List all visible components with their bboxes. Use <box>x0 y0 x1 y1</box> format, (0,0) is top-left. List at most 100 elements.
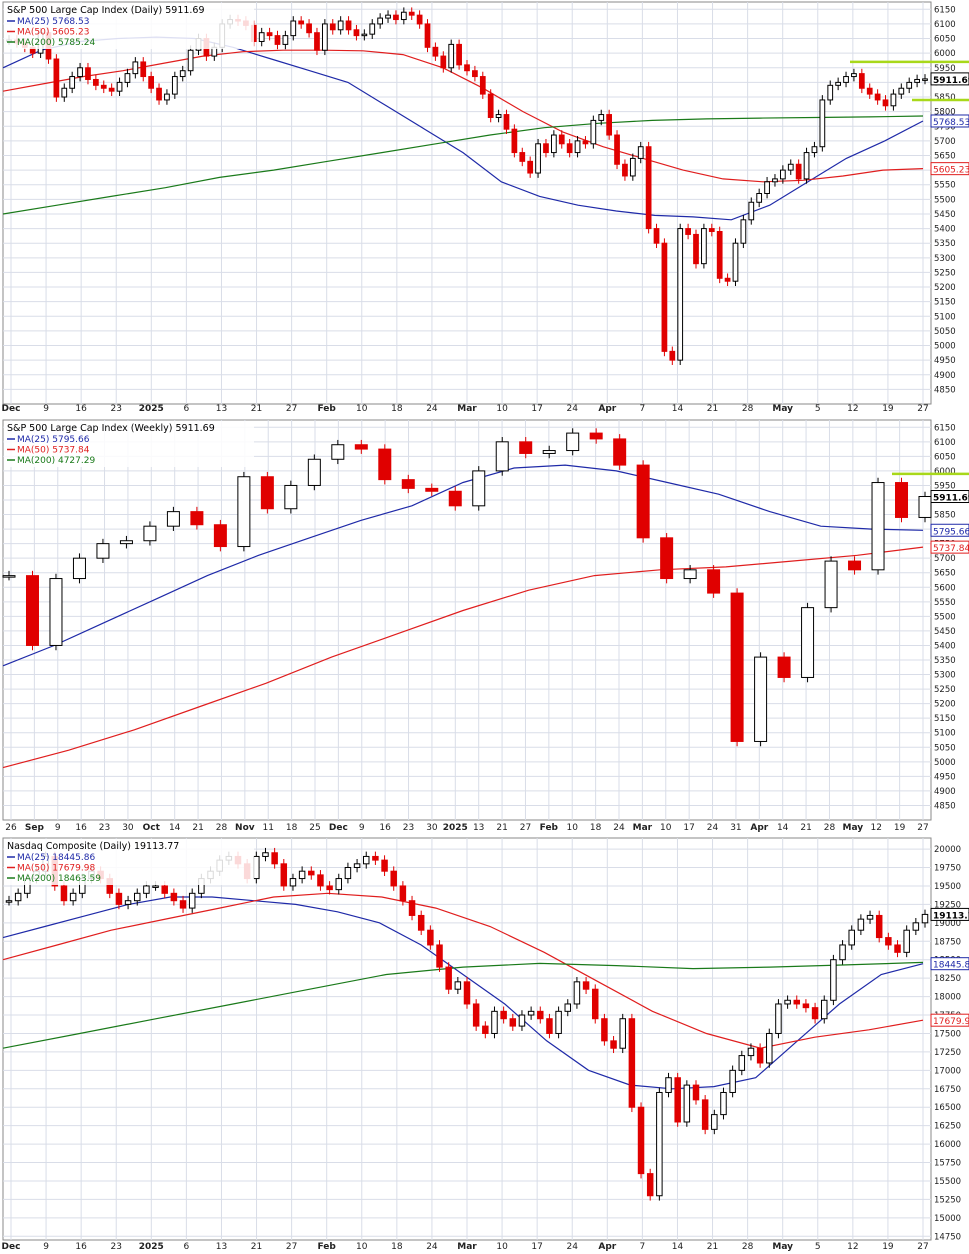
x-tick-label: 18 <box>391 404 403 414</box>
y-tick-label: 5300 <box>934 671 956 681</box>
candle-body <box>164 93 170 101</box>
y-tick-label: 5500 <box>934 195 956 205</box>
legend-entry: MA(25) 5795.66 <box>17 435 90 445</box>
candle-body <box>266 32 273 37</box>
candle-body <box>361 33 368 37</box>
candle-body <box>839 944 846 961</box>
x-tick-label: 23 <box>403 823 414 833</box>
x-tick-label: 24 <box>426 1242 438 1252</box>
x-tick-label: 14 <box>672 1242 684 1252</box>
candle-body <box>708 228 715 233</box>
x-tick-label: 10 <box>356 1242 368 1252</box>
candle-body <box>527 1010 535 1016</box>
candle-body <box>354 444 368 450</box>
y-tick-label: 20000 <box>934 845 961 855</box>
y-tick-label: 14750 <box>934 1232 961 1242</box>
candle-body <box>550 134 557 154</box>
candle-body <box>143 525 157 542</box>
candle-body <box>156 87 162 101</box>
legend-entry: MA(200) 5785.24 <box>17 38 95 48</box>
candle-body <box>390 870 397 887</box>
x-tick-label: Apr <box>598 404 616 414</box>
chart-title: S&P 500 Large Cap Index (Daily) 5911.69 <box>7 5 205 16</box>
y-tick-label: 5650 <box>934 569 956 579</box>
y-tick-label: 4850 <box>934 385 956 395</box>
candle-body <box>440 55 447 69</box>
candle-body <box>564 1003 572 1012</box>
y-tick-label: 4850 <box>934 801 956 811</box>
candle-body <box>661 242 668 352</box>
candle-body <box>2 575 16 578</box>
x-tick-label: 24 <box>707 823 719 833</box>
y-tick-label: 4900 <box>934 787 956 797</box>
candle-body <box>656 1091 663 1197</box>
candle-body <box>830 959 837 1001</box>
legend-background <box>4 839 254 885</box>
candle-body <box>344 867 352 880</box>
y-tick-label: 4950 <box>934 356 956 366</box>
candle-body <box>353 863 361 869</box>
price-tag-box <box>930 490 969 504</box>
x-tick-label: 13 <box>216 404 227 414</box>
candle-body <box>454 981 462 990</box>
x-tick-label: Feb <box>318 404 337 414</box>
candle-body <box>558 134 565 145</box>
y-tick-label: 17000 <box>934 1066 961 1076</box>
candle-body <box>237 476 251 548</box>
candle-body <box>306 23 312 34</box>
y-tick-label: 6000 <box>934 49 956 59</box>
y-tick-label: 5350 <box>934 239 956 249</box>
x-tick-label: 27 <box>286 404 297 414</box>
y-tick-label: 18250 <box>934 974 961 984</box>
x-tick-label: May <box>772 404 793 414</box>
candle-body <box>683 1084 691 1123</box>
ma-tag: 17679.98 <box>933 1017 969 1027</box>
candle-body <box>628 1018 636 1108</box>
candle-body <box>801 607 815 678</box>
candle-body <box>326 885 333 891</box>
x-tick-label: 21 <box>707 1242 718 1252</box>
candle-body <box>49 578 63 646</box>
x-tick-label: 13 <box>216 1242 227 1252</box>
ma-tag: 18445.86 <box>933 961 969 971</box>
price-tag: 5911.69 <box>933 494 969 504</box>
candle-body <box>921 913 929 924</box>
candle-body <box>922 78 928 81</box>
candle-body <box>914 78 920 83</box>
x-tick-label: Dec <box>329 823 348 833</box>
candle-body <box>685 228 691 235</box>
candle-body <box>566 432 580 452</box>
x-tick-label: 19 <box>882 404 894 414</box>
x-tick-label: 26 <box>5 823 17 833</box>
candle-body <box>119 540 133 545</box>
candle-body <box>161 885 168 894</box>
candle-body <box>425 487 439 492</box>
candle-body <box>591 988 599 1020</box>
y-tick-label: 5950 <box>934 64 956 74</box>
y-tick-label: 5000 <box>934 342 956 352</box>
candle-body <box>824 560 838 609</box>
candle-body <box>555 1010 562 1034</box>
candle-body <box>866 87 873 95</box>
y-tick-label: 5500 <box>934 612 956 622</box>
candle-body <box>61 87 68 98</box>
ma-tag: 5795.66 <box>933 527 969 537</box>
candle-body <box>290 20 297 37</box>
x-tick-label: Mar <box>457 1242 477 1252</box>
candle-body <box>298 870 306 880</box>
y-tick-label: 16000 <box>934 1140 961 1150</box>
candle-body <box>511 128 518 154</box>
x-tick-label: 10 <box>356 404 368 414</box>
y-tick-label: 16750 <box>934 1085 961 1095</box>
candle-body <box>629 157 636 177</box>
candle-body <box>140 61 147 78</box>
x-tick-label: 6 <box>184 404 190 414</box>
y-tick-label: 5350 <box>934 656 956 666</box>
candle-body <box>589 432 603 440</box>
x-tick-label: 18 <box>286 823 298 833</box>
candle-body <box>546 1018 553 1034</box>
x-tick-label: 31 <box>730 823 741 833</box>
candle-body <box>69 892 77 902</box>
candle-body <box>448 43 455 69</box>
candle-body <box>317 874 324 887</box>
